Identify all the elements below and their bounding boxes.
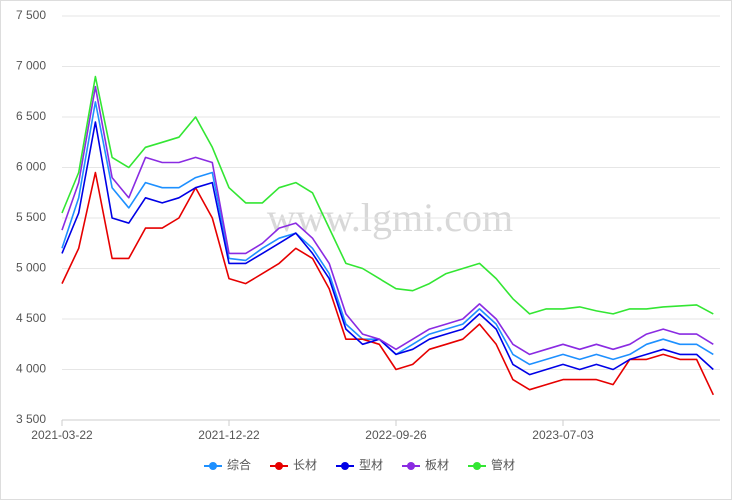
- legend-marker: [473, 462, 481, 470]
- legend-marker: [209, 462, 217, 470]
- y-tick-label: 4 500: [16, 311, 46, 325]
- x-tick-label: 2021-03-22: [31, 428, 93, 442]
- x-tick-label: 2021-12-22: [198, 428, 260, 442]
- y-tick-label: 4 000: [16, 362, 46, 376]
- y-tick-label: 3 500: [16, 412, 46, 426]
- legend-label: 板材: [425, 458, 449, 472]
- y-tick-label: 7 000: [16, 59, 46, 73]
- legend-label: 型材: [359, 458, 383, 472]
- series-line: [61, 121, 714, 376]
- y-tick-label: 5 500: [16, 210, 46, 224]
- series-line: [61, 75, 714, 315]
- legend-label: 长材: [293, 458, 317, 472]
- legend-label: 管材: [491, 457, 515, 472]
- x-tick-label: 2023-07-03: [532, 428, 594, 442]
- legend-label: 综合: [227, 457, 251, 472]
- y-tick-label: 5 000: [16, 261, 46, 275]
- series-line: [61, 171, 715, 396]
- legend-marker: [275, 462, 283, 470]
- x-tick-label: 2022-09-26: [365, 428, 427, 442]
- legend-marker: [341, 462, 349, 470]
- y-tick-label: 6 500: [16, 109, 46, 123]
- y-tick-label: 6 000: [16, 160, 46, 174]
- y-tick-label: 7 500: [16, 8, 46, 22]
- legend-marker: [407, 462, 415, 470]
- series-line: [61, 85, 714, 356]
